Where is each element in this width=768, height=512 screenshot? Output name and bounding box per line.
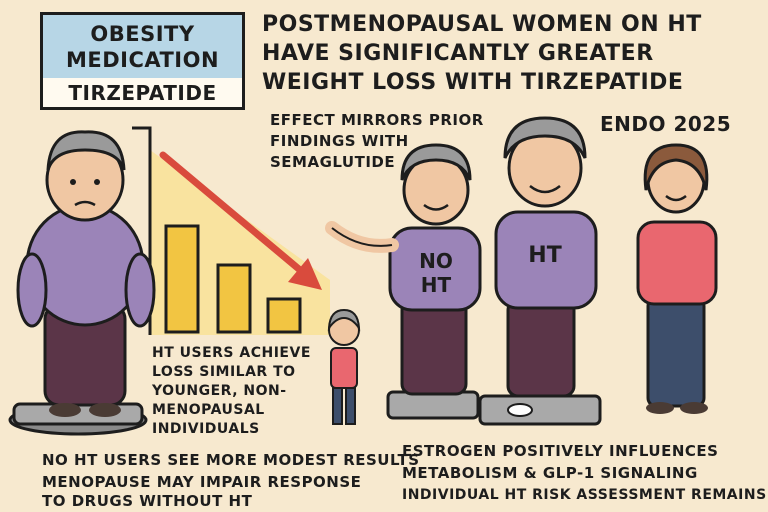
ht-users-note: HT USERS ACHIEVE LOSS SIMILAR TO YOUNGER… (152, 344, 320, 439)
bottom-left-line-3: TO DRUGS WITHOUT HT (42, 492, 253, 510)
label-line-tirzepatide: TIRZEPATIDE (43, 78, 242, 107)
bottom-right-line-1: ESTROGEN POSITIVELY INFLUENCES (402, 442, 719, 460)
headline-line-1: POSTMENOPAUSAL WOMEN ON HT (262, 12, 702, 37)
event-label: ENDO 2025 (600, 112, 732, 136)
bar-1 (164, 224, 200, 334)
woman-no-ht (325, 143, 482, 396)
bar-3 (266, 297, 302, 334)
ht-users-line-5: INDIVIDUALS (152, 421, 260, 437)
effect-line-2: FINDINGS WITH (270, 132, 409, 150)
bar-2 (216, 263, 252, 334)
effect-line-1: EFFECT MIRRORS PRIOR (270, 111, 484, 129)
ht-users-line-3: YOUNGER, NON- (152, 383, 287, 399)
headline-line-2: HAVE SIGNIFICANTLY GREATER (262, 41, 654, 66)
headline-line-3: WEIGHT LOSS WITH TIRZEPATIDE (262, 70, 684, 95)
shirt-label-no-ht: HT (421, 273, 452, 297)
scale-center-right (478, 394, 602, 426)
down-arrow-icon (159, 151, 322, 290)
bottom-left-line-2: MENOPAUSE MAY IMPAIR RESPONSE (42, 473, 362, 491)
bottom-right-line-3: INDIVIDUAL HT RISK ASSESSMENT REMAINS (402, 487, 767, 503)
label-line-medication: MEDICATION (65, 47, 220, 72)
label-line-obesity: OBESITY (90, 21, 195, 46)
bar-chart-icon (164, 224, 302, 334)
headline: POSTMENOPAUSAL WOMEN ON HT HAVE SIGNIFIC… (262, 10, 732, 97)
effect-line-3: SEMAGLUTIDE (270, 153, 396, 171)
bottom-left-line-1: NO HT USERS SEE MORE MODEST RESULTS (42, 451, 420, 469)
ht-users-line-1: HT USERS ACHIEVE (152, 345, 311, 361)
woman-ht (494, 116, 598, 398)
medication-label-box: OBESITY MEDICATION TIRZEPATIDE (40, 12, 245, 110)
scale-center-left (386, 390, 480, 420)
ht-users-line-4: MENOPAUSAL (152, 402, 265, 418)
label-top: OBESITY MEDICATION (43, 15, 242, 81)
small-girl (327, 308, 361, 425)
ht-users-line-2: LOSS SIMILAR TO (152, 364, 296, 380)
shirt-label-ht: HT (528, 243, 561, 268)
effect-note: EFFECT MIRRORS PRIOR FINDINGS WITH SEMAG… (270, 110, 515, 173)
young-woman (636, 143, 718, 414)
woman-left (8, 130, 156, 436)
bottom-right-line-2: METABOLISM & GLP-1 SIGNALING (402, 464, 698, 482)
shirt-label-no: NO (419, 249, 453, 273)
